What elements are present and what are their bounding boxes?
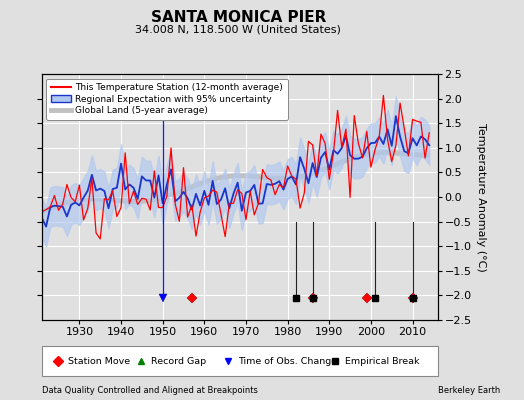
Legend: This Temperature Station (12-month average), Regional Expectation with 95% uncer: This Temperature Station (12-month avera… — [47, 78, 288, 120]
Text: SANTA MONICA PIER: SANTA MONICA PIER — [151, 10, 326, 25]
Text: Station Move: Station Move — [68, 356, 130, 366]
Text: Record Gap: Record Gap — [151, 356, 206, 366]
Text: Empirical Break: Empirical Break — [345, 356, 419, 366]
Y-axis label: Temperature Anomaly (°C): Temperature Anomaly (°C) — [476, 123, 486, 271]
Text: 34.008 N, 118.500 W (United States): 34.008 N, 118.500 W (United States) — [136, 25, 341, 35]
Text: Berkeley Earth: Berkeley Earth — [438, 386, 500, 395]
Text: Data Quality Controlled and Aligned at Breakpoints: Data Quality Controlled and Aligned at B… — [42, 386, 258, 395]
Text: Time of Obs. Change: Time of Obs. Change — [238, 356, 337, 366]
FancyBboxPatch shape — [42, 346, 438, 376]
